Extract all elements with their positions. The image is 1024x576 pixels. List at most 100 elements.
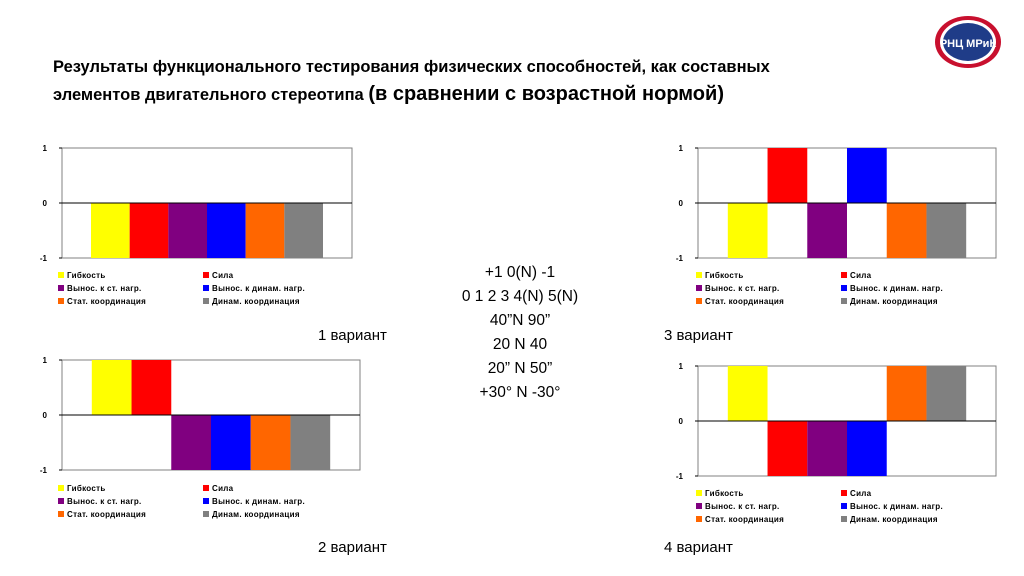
legend-item: Динам. координация (203, 510, 300, 520)
legend-item: Вынос. к ст. нагр. (696, 502, 780, 512)
y-tick-label: 0 (43, 199, 48, 208)
bar-3 (171, 415, 211, 470)
bar-4 (211, 415, 251, 470)
bar-5 (245, 203, 285, 258)
bar-6 (290, 415, 331, 470)
page-title: Результаты функционального тестирования … (53, 54, 813, 109)
chart-3-legend: Гибкость Сила Вынос. к ст. нагр. Вынос. к д… (696, 271, 996, 311)
chart-variant-2: 1 0 -1 (30, 356, 370, 481)
legend-swatch (203, 511, 209, 517)
legend-swatch (841, 285, 847, 291)
legend-label: Гибкость (67, 484, 106, 493)
legend-swatch (696, 490, 702, 496)
bar-3 (168, 203, 207, 258)
legend-label: Вынос. к ст. нагр. (67, 284, 142, 293)
chart-4-svg: 1 0 -1 (676, 362, 997, 481)
legend-label: Вынос. к ст. нагр. (705, 284, 780, 293)
bar-4 (847, 421, 887, 476)
legend-swatch (58, 498, 64, 504)
center-reference-text: +1 0(N) -1 0 1 2 3 4(N) 5(N) 40”N 90” 20… (420, 261, 620, 405)
caption-variant-3: 3 вариант (664, 327, 733, 344)
legend-label: Динам. координация (212, 510, 300, 519)
caption-variant-4: 4 вариант (664, 539, 733, 556)
legend-item: Динам. координация (841, 515, 938, 525)
legend-label: Динам. координация (212, 297, 300, 306)
y-tick-label: -1 (40, 466, 48, 475)
legend-label: Вынос. к динам. нагр. (850, 284, 944, 293)
legend-item: Гибкость (58, 484, 106, 494)
legend-item: Стат. координация (58, 510, 146, 520)
bar-5 (886, 203, 927, 258)
bar-1 (91, 203, 130, 258)
bar-1 (727, 366, 768, 421)
y-tick-label: -1 (676, 254, 684, 263)
legend-label: Стат. координация (67, 510, 147, 519)
legend-item: Вынос. к динам. нагр. (841, 284, 943, 294)
legend-swatch (203, 498, 209, 504)
bar-2 (129, 203, 169, 258)
legend-label: Динам. координация (850, 515, 938, 524)
legend-item: Сила (841, 489, 871, 499)
bar-6 (284, 203, 323, 258)
chart-2-svg: 1 0 -1 (40, 356, 361, 475)
center-line: 0 1 2 3 4(N) 5(N) (461, 288, 579, 305)
chart-variant-4: 1 0 -1 (670, 362, 1010, 487)
legend-label: Вынос. к динам. нагр. (212, 284, 306, 293)
bar-4 (847, 148, 887, 203)
title-part2: (в сравнении с возрастной нормой) (368, 83, 724, 105)
legend-swatch (203, 272, 209, 278)
chart-1-svg: 1 0 -1 (40, 144, 353, 263)
legend-swatch (696, 285, 702, 291)
center-line: 20” N 50” (487, 360, 553, 377)
svg-text:РНЦ МРиК: РНЦ МРиК (940, 38, 997, 50)
legend-label: Вынос. к ст. нагр. (705, 502, 780, 511)
legend-swatch (203, 485, 209, 491)
legend-swatch (696, 516, 702, 522)
legend-label: Гибкость (67, 271, 106, 280)
legend-label: Гибкость (705, 271, 744, 280)
legend-item: Сила (841, 271, 871, 281)
bar-2 (131, 360, 172, 415)
legend-item: Гибкость (696, 271, 744, 281)
y-tick-label: -1 (676, 472, 684, 481)
bar-5 (886, 366, 927, 421)
caption-variant-2: 2 вариант (318, 539, 387, 556)
bar-3 (807, 203, 847, 258)
y-tick-label: 1 (43, 356, 48, 365)
chart-2-legend: Гибкость Сила Вынос. к ст. нагр. Вынос. к д… (58, 484, 358, 524)
legend-item: Динам. координация (203, 297, 300, 307)
rnc-logo: РНЦ МРиК (933, 14, 1003, 70)
legend-swatch (841, 516, 847, 522)
legend-item: Вынос. к ст. нагр. (58, 284, 142, 294)
legend-label: Стат. координация (67, 297, 147, 306)
legend-label: Вынос. к динам. нагр. (850, 502, 944, 511)
center-line: +1 0(N) -1 (484, 264, 556, 281)
bar-6 (926, 203, 967, 258)
legend-label: Вынос. к динам. нагр. (212, 497, 306, 506)
y-tick-label: 0 (679, 199, 684, 208)
center-line: +30° N -30° (479, 384, 561, 401)
legend-item: Стат. координация (58, 297, 146, 307)
chart-variant-3: 1 0 -1 (670, 143, 1010, 268)
bar-4 (207, 203, 246, 258)
y-tick-label: 1 (679, 144, 684, 153)
legend-swatch (841, 272, 847, 278)
chart-variant-1: 1 0 -1 (30, 143, 370, 268)
bar-6 (926, 366, 967, 421)
legend-swatch (58, 272, 64, 278)
chart-4-legend: Гибкость Сила Вынос. к ст. нагр. Вынос. к д… (696, 489, 996, 529)
bar-5 (250, 415, 291, 470)
legend-label: Вынос. к ст. нагр. (67, 497, 142, 506)
legend-label: Динам. координация (850, 297, 938, 306)
bar-2 (767, 421, 808, 476)
legend-label: Гибкость (705, 489, 744, 498)
title-part1: Результаты функционального тестирования … (53, 58, 770, 104)
legend-swatch (841, 298, 847, 304)
legend-label: Сила (212, 484, 234, 493)
legend-item: Вынос. к динам. нагр. (841, 502, 943, 512)
legend-item: Динам. координация (841, 297, 938, 307)
legend-label: Сила (212, 271, 234, 280)
legend-item: Вынос. к ст. нагр. (58, 497, 142, 507)
legend-item: Сила (203, 271, 233, 281)
legend-item: Стат. координация (696, 297, 784, 307)
